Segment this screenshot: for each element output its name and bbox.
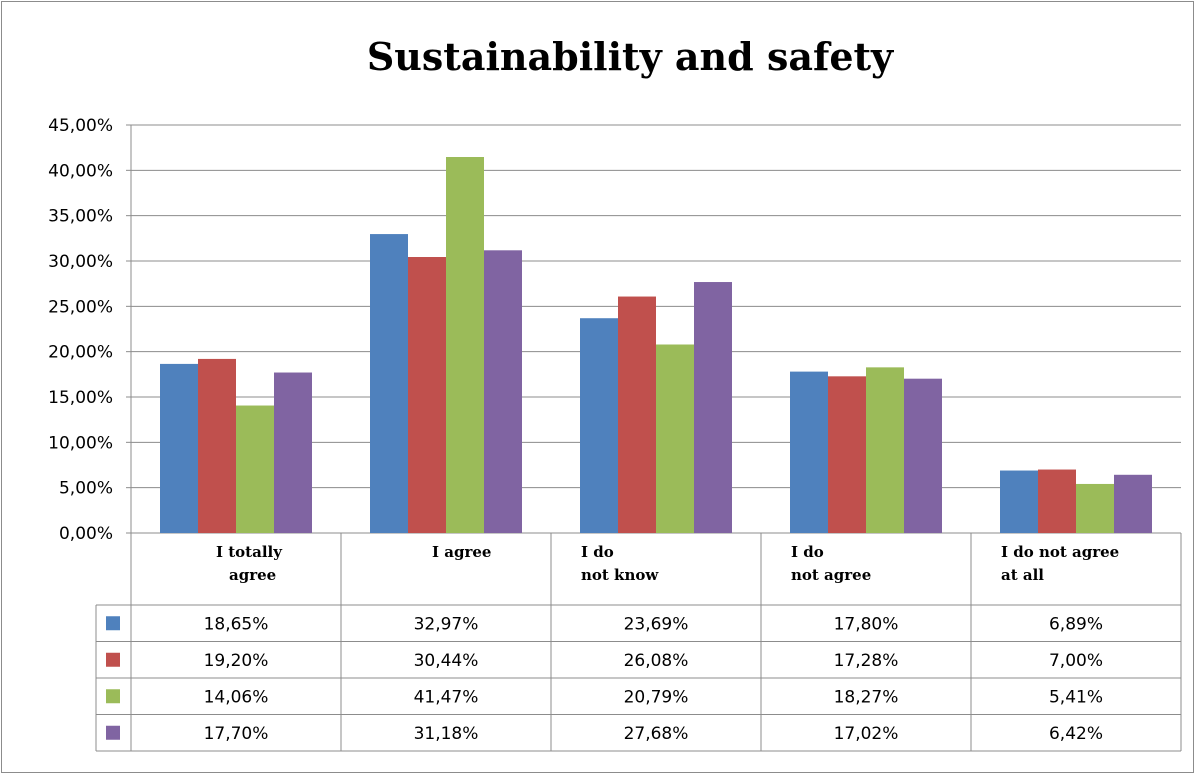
legend-key <box>106 689 120 704</box>
bars <box>160 157 1152 533</box>
y-tick-label: 10,00% <box>48 433 113 453</box>
bar <box>656 344 694 533</box>
y-tick-label: 25,00% <box>48 297 113 317</box>
legend-key <box>106 616 120 631</box>
data-label: 6,89% <box>1049 614 1103 634</box>
bar <box>160 363 198 533</box>
bar <box>1038 469 1076 533</box>
data-label: 41,47% <box>414 687 479 707</box>
data-label: 17,80% <box>834 614 899 634</box>
bar <box>1076 483 1114 533</box>
y-tick-label: 40,00% <box>48 161 113 181</box>
bar <box>790 371 828 533</box>
data-label: 23,69% <box>624 614 689 634</box>
bar <box>484 250 522 533</box>
bar <box>904 378 942 533</box>
category-label: I agree <box>432 543 491 561</box>
data-label: 17,28% <box>834 651 899 671</box>
bar <box>828 376 866 533</box>
y-tick-label: 30,00% <box>48 252 113 272</box>
data-label: 18,65% <box>204 614 269 634</box>
category-label: I do <box>791 543 824 561</box>
legend-key <box>106 652 120 667</box>
bar <box>408 257 446 533</box>
bar <box>236 405 274 533</box>
y-tick-label: 20,00% <box>48 343 113 363</box>
data-label: 14,06% <box>204 687 269 707</box>
data-label: 32,97% <box>414 614 479 634</box>
data-label: 26,08% <box>624 651 689 671</box>
data-label: 30,44% <box>414 651 479 671</box>
category-label: agree <box>229 566 276 584</box>
bar <box>866 367 904 533</box>
bar <box>370 234 408 533</box>
chart-title: Sustainability and safety <box>367 34 894 79</box>
y-tick-label: 15,00% <box>48 388 113 408</box>
data-label: 18,27% <box>834 687 899 707</box>
category-label: not know <box>581 566 659 584</box>
y-tick-label: 0,00% <box>59 524 113 544</box>
y-tick-label: 45,00% <box>48 116 113 136</box>
data-label: 17,02% <box>834 724 899 744</box>
y-axis-ticks: 0,00% 5,00% 10,00% 15,00% 20,00% 25,00% 30,00%… <box>48 116 113 544</box>
bar <box>694 282 732 533</box>
bar <box>1000 470 1038 533</box>
y-tick-label: 35,00% <box>48 207 113 227</box>
data-table: I totally agree I agree I do not know I do not… <box>95 533 1182 752</box>
data-label: 5,41% <box>1049 687 1103 707</box>
category-label: I do <box>581 543 614 561</box>
data-label: 7,00% <box>1049 651 1103 671</box>
bar <box>618 296 656 533</box>
data-label: 6,42% <box>1049 724 1103 744</box>
bar <box>1114 474 1152 533</box>
bar <box>274 372 312 533</box>
category-label: I do not agree <box>1001 543 1119 561</box>
data-label: 17,70% <box>204 724 269 744</box>
data-label: 20,79% <box>624 687 689 707</box>
bar <box>198 358 236 533</box>
data-label: 27,68% <box>624 724 689 744</box>
category-label: I totally <box>216 543 283 561</box>
data-label: 31,18% <box>414 724 479 744</box>
bar <box>446 157 484 533</box>
category-label: not agree <box>791 566 871 584</box>
bar <box>580 318 618 533</box>
data-label: 19,20% <box>204 651 269 671</box>
y-tick-label: 5,00% <box>59 479 113 499</box>
category-label: at all <box>1001 566 1044 584</box>
legend-key <box>106 725 120 740</box>
